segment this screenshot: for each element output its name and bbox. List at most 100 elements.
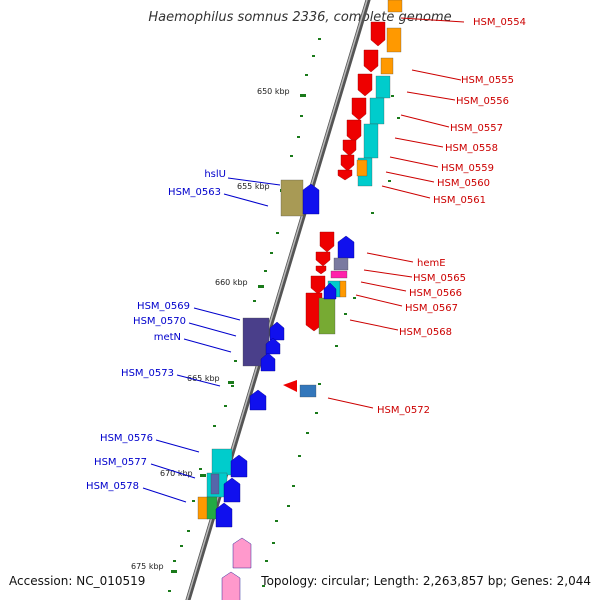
scale-tick bbox=[200, 474, 206, 477]
genes-label: Genes: bbox=[510, 574, 553, 588]
track-dot bbox=[270, 252, 273, 254]
track-dot bbox=[275, 520, 278, 522]
gene-label-reverse: HSM_0558 bbox=[445, 143, 498, 154]
track-dot bbox=[192, 500, 195, 502]
scale-tick bbox=[228, 381, 234, 384]
gene-arrow-forward bbox=[269, 321, 285, 341]
gene-arrow-forward bbox=[337, 235, 355, 259]
track-dot bbox=[305, 74, 308, 76]
gene-arrow-reverse bbox=[342, 139, 357, 157]
scale-tick bbox=[258, 285, 264, 288]
gene-label-forward: HSM_0563 bbox=[168, 187, 221, 198]
callout-line-forward bbox=[142, 487, 187, 503]
gene-feature-box bbox=[206, 496, 218, 520]
accession-label: Accession: bbox=[9, 574, 73, 588]
gene-label-forward: HSM_0577 bbox=[94, 457, 147, 468]
gene-label-reverse: HSM_0568 bbox=[399, 327, 452, 338]
gene-label-reverse: HSM_0572 bbox=[377, 405, 430, 416]
gene-feature-box bbox=[299, 384, 317, 398]
callout-line-forward bbox=[183, 338, 232, 353]
callout-line-forward bbox=[150, 463, 196, 479]
gene-arrow-forward bbox=[215, 502, 233, 528]
scale-tick bbox=[171, 570, 177, 573]
gene-arrow-forward bbox=[223, 477, 241, 503]
gene-feature-box bbox=[330, 270, 348, 279]
gene-label-reverse: hemE bbox=[417, 258, 446, 269]
callout-line-reverse bbox=[385, 171, 435, 183]
track-dot bbox=[353, 297, 356, 299]
gene-label-reverse: HSM_0565 bbox=[413, 273, 466, 284]
gene-arrow-reverse bbox=[337, 169, 353, 181]
callout-line-reverse bbox=[400, 114, 450, 128]
gene-arrow-reverse bbox=[357, 73, 373, 97]
gene-feature-box bbox=[386, 27, 402, 53]
callout-line-forward bbox=[227, 177, 281, 186]
gene-arrow-forward bbox=[232, 537, 252, 569]
gene-label-forward: HSM_0573 bbox=[121, 368, 174, 379]
gene-feature-box bbox=[363, 123, 379, 159]
gene-arrow-forward bbox=[221, 571, 241, 600]
track-dot bbox=[371, 212, 374, 214]
scale-tick-label: 650 kbp bbox=[257, 87, 290, 96]
gene-feature-box bbox=[387, 0, 403, 13]
track-dot bbox=[276, 232, 279, 234]
track-dot bbox=[318, 383, 321, 385]
gene-label-forward: hslU bbox=[204, 169, 226, 180]
track-dot bbox=[287, 505, 290, 507]
topology-label: Topology: bbox=[261, 574, 318, 588]
gene-label-reverse: HSM_0559 bbox=[441, 163, 494, 174]
accession-value: NC_010519 bbox=[76, 574, 146, 588]
gene-feature-box bbox=[380, 57, 394, 75]
gene-arrow-reverse bbox=[315, 265, 327, 275]
track-dot bbox=[231, 385, 234, 387]
gene-arrow-forward bbox=[323, 282, 337, 300]
genome-stats-text: Topology: circular; Length: 2,263,857 bp… bbox=[261, 574, 591, 588]
track-dot bbox=[187, 530, 190, 532]
gene-label-reverse: HSM_0566 bbox=[409, 288, 462, 299]
gene-label-forward: HSM_0576 bbox=[100, 433, 153, 444]
gene-arrow-reverse bbox=[340, 154, 355, 172]
callout-line-forward bbox=[193, 307, 241, 321]
track-dot bbox=[265, 560, 268, 562]
length-label: Length: bbox=[373, 574, 420, 588]
scale-tick-label: 670 kbp bbox=[160, 469, 193, 478]
gene-feature-box bbox=[369, 97, 385, 125]
accession-text: Accession: NC_010519 bbox=[9, 574, 145, 588]
track-dot bbox=[344, 313, 347, 315]
track-dot bbox=[318, 38, 321, 40]
gene-label-reverse: HSM_0560 bbox=[437, 178, 490, 189]
gene-label-forward: metN bbox=[154, 332, 181, 343]
track-dot bbox=[306, 432, 309, 434]
callout-line-reverse bbox=[349, 319, 399, 331]
genes-value: 2,044 bbox=[556, 574, 591, 588]
gene-label-forward: HSM_0578 bbox=[86, 481, 139, 492]
track-dot bbox=[262, 585, 265, 587]
callout-line-reverse bbox=[394, 137, 444, 148]
callout-line-forward bbox=[176, 374, 221, 387]
callout-line-reverse bbox=[355, 294, 403, 307]
callout-line-reverse bbox=[366, 252, 414, 263]
gene-feature-box bbox=[339, 280, 347, 298]
track-dot bbox=[234, 360, 237, 362]
callout-line-reverse bbox=[411, 69, 462, 81]
scale-tick-label: 655 kbp bbox=[237, 182, 270, 191]
callout-line-forward bbox=[155, 439, 200, 453]
track-dot bbox=[290, 155, 293, 157]
callout-line-forward bbox=[188, 322, 237, 337]
gene-label-forward: HSM_0569 bbox=[137, 301, 190, 312]
track-dot bbox=[199, 468, 202, 470]
gene-feature-box bbox=[356, 159, 368, 177]
gene-feature-box bbox=[375, 75, 391, 99]
gene-feature-box bbox=[197, 496, 209, 520]
track-dot bbox=[312, 55, 315, 57]
scale-tick-label: 660 kbp bbox=[215, 278, 248, 287]
callout-line-reverse bbox=[400, 17, 465, 23]
track-dot bbox=[272, 542, 275, 544]
gene-label-reverse: HSM_0557 bbox=[450, 123, 503, 134]
track-dot bbox=[173, 560, 176, 562]
track-dot bbox=[253, 300, 256, 302]
gene-arrow-reverse bbox=[315, 251, 331, 267]
map-title: Haemophilus somnus 2336, complete genome bbox=[148, 10, 452, 25]
